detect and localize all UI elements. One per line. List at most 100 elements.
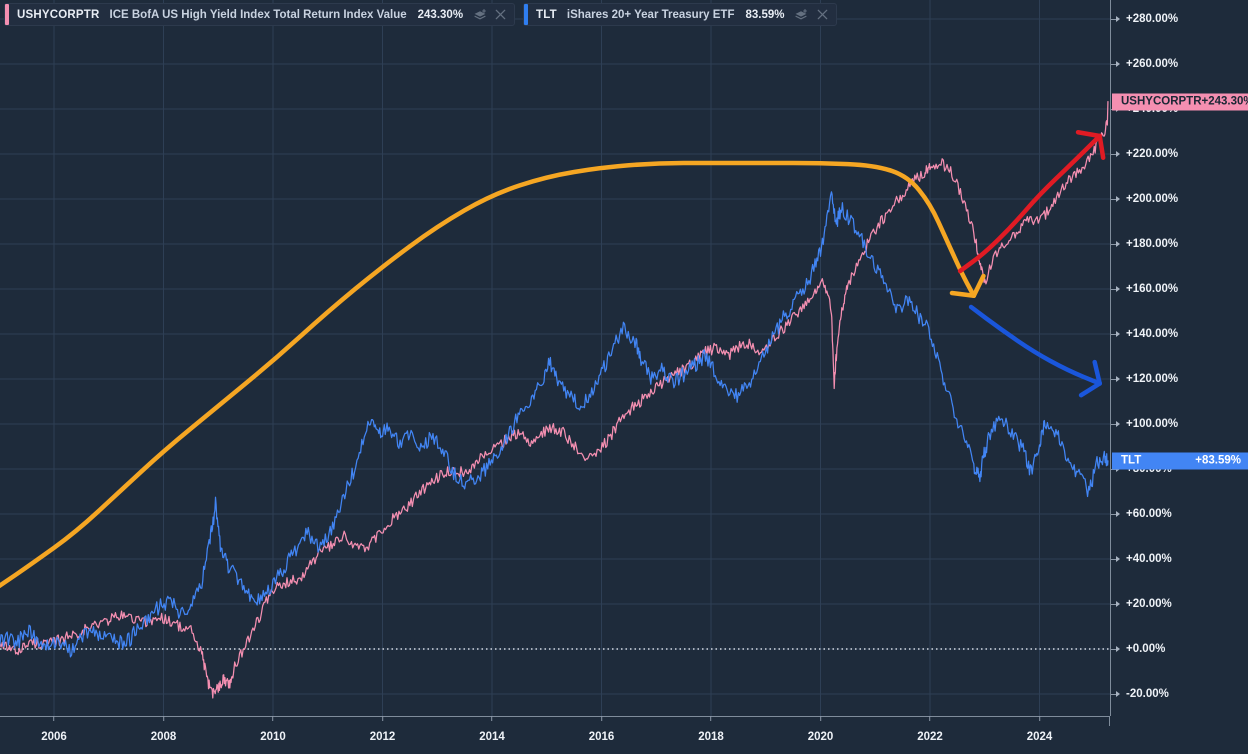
- time-tick-label: 2010: [260, 731, 286, 743]
- time-scale[interactable]: 2006 2008 2010 2012 2014 2016 2018 2020 2022 2024: [0, 716, 1248, 754]
- price-tick-arrow-icon: [1116, 556, 1120, 562]
- legend-color-swatch: [5, 4, 9, 25]
- series-line-ushycorptr: [0, 100, 1109, 699]
- legend-value: 83.59%: [745, 8, 785, 21]
- price-tick-arrow-icon: [1116, 376, 1120, 382]
- price-badge-value: +243.30%: [1201, 95, 1248, 108]
- time-tick: 2016: [589, 716, 614, 743]
- price-tick: +20.00%: [1111, 597, 1172, 611]
- time-tick: 2020: [807, 716, 834, 743]
- price-tick: +100.00%: [1111, 417, 1178, 431]
- price-tick-label: +100.00%: [1126, 418, 1179, 430]
- price-tick-dash: [1111, 333, 1116, 335]
- price-tick-label: +280.00%: [1126, 13, 1179, 25]
- price-badge-tlt[interactable]: TLT +83.59%: [1112, 452, 1248, 470]
- price-tick-dash: [1111, 198, 1116, 200]
- time-axis-end-cap: [1109, 716, 1110, 726]
- time-tick-mark: [163, 716, 164, 721]
- layers-icon[interactable]: [794, 7, 809, 22]
- blue-down-arrow[interactable]: [968, 304, 1102, 398]
- price-tick: +160.00%: [1111, 282, 1178, 296]
- legend-ticker[interactable]: TLT: [536, 8, 557, 21]
- chart-plot-area[interactable]: [0, 0, 1110, 716]
- time-tick: 2006: [41, 716, 67, 743]
- time-tick-mark: [272, 716, 274, 721]
- price-chart-canvas: [0, 0, 1110, 716]
- close-icon[interactable]: [493, 7, 508, 22]
- legend-description: iShares 20+ Year Treasury ETF: [566, 8, 735, 21]
- price-tick-dash: [1111, 153, 1116, 155]
- price-tick-label: +60.00%: [1126, 508, 1172, 520]
- price-tick: +120.00%: [1111, 372, 1178, 386]
- time-tick-mark: [710, 716, 712, 721]
- price-tick-arrow-icon: [1116, 511, 1120, 517]
- time-tick: 2010: [260, 716, 286, 743]
- price-badge-ticker: USHYCORPTR: [1121, 95, 1202, 108]
- price-tick-dash: [1111, 603, 1116, 605]
- price-scale[interactable]: +280.00%+260.00%+240.00%+220.00%+200.00%…: [1110, 0, 1248, 716]
- price-tick-dash: [1111, 378, 1116, 380]
- legend-ticker[interactable]: USHYCORPTR: [17, 8, 100, 21]
- time-tick-label: 2024: [1026, 731, 1053, 743]
- price-tick-dash: [1111, 288, 1116, 290]
- price-tick-arrow-icon: [1116, 196, 1120, 202]
- legend-color-swatch: [524, 4, 529, 25]
- time-tick-mark: [601, 716, 602, 721]
- price-tick-dash: [1111, 558, 1116, 560]
- price-tick: -20.00%: [1111, 687, 1169, 701]
- time-tick-label: 2018: [698, 731, 724, 743]
- price-tick-arrow-icon: [1116, 601, 1120, 607]
- price-tick: +60.00%: [1111, 507, 1172, 521]
- grid-lines: [0, 0, 1110, 716]
- price-tick-dash: [1111, 63, 1116, 65]
- series-line-tlt: [0, 191, 1109, 658]
- chart-legend: USHYCORPTR ICE BofA US High Yield Index T…: [4, 3, 837, 26]
- price-tick-label: +160.00%: [1126, 283, 1179, 295]
- red-up-arrow[interactable]: [957, 129, 1106, 274]
- price-tick-arrow-icon: [1116, 331, 1120, 337]
- price-badge-ticker: TLT: [1121, 454, 1142, 467]
- price-tick: +200.00%: [1111, 192, 1178, 206]
- price-tick-arrow-icon: [1116, 61, 1120, 67]
- price-tick-dash: [1111, 243, 1116, 245]
- layers-icon[interactable]: [472, 7, 487, 22]
- price-tick: +260.00%: [1111, 57, 1178, 71]
- time-tick-label: 2022: [917, 731, 943, 743]
- time-tick: 2014: [479, 716, 505, 743]
- time-tick-mark: [1039, 716, 1040, 721]
- price-tick-arrow-icon: [1116, 421, 1120, 427]
- time-tick-mark: [491, 716, 493, 721]
- price-tick-dash: [1111, 513, 1116, 515]
- price-tick-arrow-icon: [1116, 286, 1120, 292]
- time-tick-mark: [820, 716, 821, 721]
- time-tick-label: 2020: [807, 731, 834, 743]
- price-tick-label: +200.00%: [1126, 193, 1179, 205]
- time-tick-mark: [929, 716, 931, 721]
- time-tick-label: 2012: [369, 731, 396, 743]
- time-tick: 2018: [698, 716, 724, 743]
- price-tick-label: +180.00%: [1126, 238, 1179, 250]
- price-tick-label: +40.00%: [1126, 553, 1172, 565]
- orange-trend-curve[interactable]: [0, 160, 986, 589]
- time-tick-label: 2014: [479, 731, 505, 743]
- price-tick-dash: [1111, 693, 1116, 695]
- price-tick-label: +120.00%: [1126, 373, 1179, 385]
- price-badge-ushycorptr[interactable]: USHYCORPTR+243.30%: [1112, 93, 1248, 111]
- price-badge-value: +83.59%: [1195, 454, 1241, 467]
- close-icon[interactable]: [815, 7, 830, 22]
- price-tick-arrow-icon: [1116, 16, 1120, 22]
- price-tick-arrow-icon: [1116, 151, 1120, 157]
- legend-value: 243.30%: [417, 8, 464, 21]
- price-tick: +220.00%: [1111, 147, 1178, 161]
- hand-drawn-annotations: [0, 129, 1106, 589]
- price-tick-arrow-icon: [1116, 646, 1120, 652]
- price-tick: +280.00%: [1111, 12, 1178, 26]
- price-tick-label: +260.00%: [1126, 58, 1179, 70]
- time-tick: 2022: [917, 716, 943, 743]
- legend-item-tlt[interactable]: TLT iShares 20+ Year Treasury ETF 83.59%: [523, 3, 837, 26]
- legend-item-ushycorptr[interactable]: USHYCORPTR ICE BofA US High Yield Index T…: [4, 3, 516, 26]
- price-tick-label: -20.00%: [1126, 688, 1169, 700]
- price-tick: +0.00%: [1111, 642, 1165, 656]
- price-tick-label: +20.00%: [1126, 598, 1172, 610]
